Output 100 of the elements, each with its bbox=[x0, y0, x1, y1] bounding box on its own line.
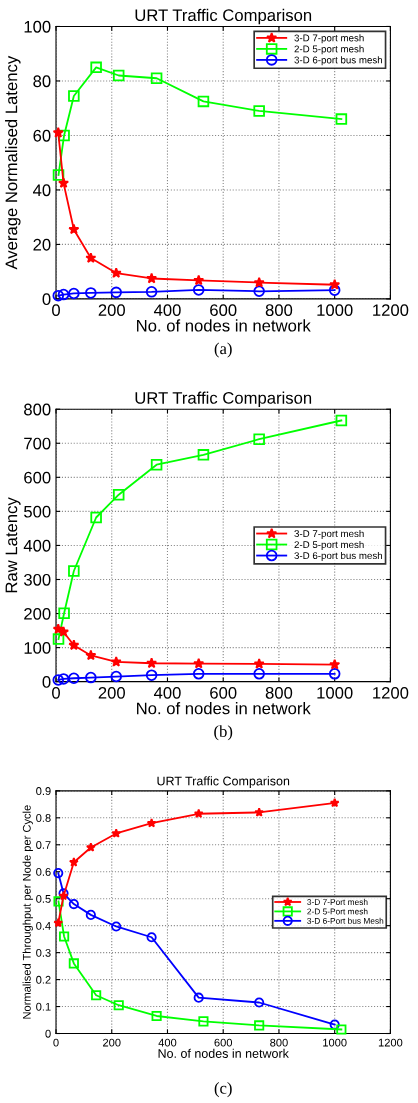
point bbox=[253, 433, 265, 445]
point bbox=[329, 1019, 340, 1030]
x-axis-title: No. of nodes in network bbox=[137, 319, 311, 332]
point bbox=[150, 72, 163, 85]
point bbox=[336, 1024, 347, 1035]
point bbox=[68, 672, 80, 685]
y-tick-label: 400 bbox=[23, 539, 51, 552]
y-tick-label: 0 bbox=[42, 293, 51, 306]
y-tick-label: 0.9 bbox=[36, 787, 51, 795]
point bbox=[85, 252, 97, 263]
x-tick-label: 400 bbox=[153, 686, 181, 699]
point bbox=[90, 61, 102, 74]
point bbox=[85, 671, 97, 684]
point bbox=[91, 990, 102, 1001]
chart-title: URT Traffic Comparison bbox=[135, 8, 312, 25]
point bbox=[58, 177, 70, 188]
point bbox=[112, 69, 125, 82]
y-axis-title: Raw Latency bbox=[5, 497, 21, 593]
x-tick-label: 1000 bbox=[323, 1038, 347, 1047]
point bbox=[85, 842, 96, 852]
point bbox=[53, 917, 64, 928]
point bbox=[52, 633, 65, 645]
point bbox=[85, 649, 97, 661]
point bbox=[53, 868, 64, 879]
text: (a) bbox=[214, 342, 232, 358]
y-tick-label: 80 bbox=[33, 75, 51, 88]
point bbox=[329, 658, 341, 670]
y-tick-label: 0.1 bbox=[36, 1002, 51, 1011]
legend-label: 2-D 5-port mesh bbox=[294, 45, 364, 55]
y-tick-label: 0.7 bbox=[36, 841, 51, 849]
x-axis-title: No. of nodes in network bbox=[158, 1048, 289, 1058]
point bbox=[52, 289, 65, 302]
point bbox=[329, 797, 340, 808]
y-tick-label: 700 bbox=[24, 437, 51, 450]
x-tick-label: 1200 bbox=[373, 304, 409, 317]
point bbox=[253, 276, 265, 288]
point bbox=[145, 669, 158, 681]
x-tick-label: 1200 bbox=[373, 686, 409, 699]
legend-label: 3-D 6-Port bus Mesh bbox=[307, 917, 384, 924]
point bbox=[110, 267, 122, 278]
point bbox=[329, 278, 341, 290]
x-tick-label: 0 bbox=[53, 1038, 59, 1047]
point bbox=[145, 286, 158, 298]
point bbox=[253, 105, 265, 117]
point bbox=[335, 113, 348, 125]
x-tick-label: 800 bbox=[265, 686, 293, 699]
x-tick-label: 600 bbox=[210, 686, 237, 699]
point bbox=[59, 931, 70, 942]
point bbox=[52, 126, 64, 138]
point bbox=[193, 992, 204, 1003]
point bbox=[85, 287, 97, 299]
x-tick-label: 200 bbox=[103, 1038, 121, 1047]
y-tick-label: 600 bbox=[24, 471, 51, 484]
point bbox=[192, 284, 205, 296]
x-tick-label: 0 bbox=[52, 304, 60, 317]
point bbox=[110, 286, 122, 299]
y-tick-label: 40 bbox=[33, 184, 51, 197]
y-tick-label: 800 bbox=[24, 403, 51, 416]
y-tick-label: 200 bbox=[24, 607, 51, 620]
point bbox=[192, 668, 205, 680]
point bbox=[328, 668, 341, 680]
x-tick-label: 1200 bbox=[378, 1038, 403, 1047]
x-tick-label: 600 bbox=[210, 304, 237, 317]
point bbox=[111, 828, 122, 838]
point bbox=[57, 288, 70, 301]
point bbox=[254, 807, 265, 817]
x-tick-label: 200 bbox=[98, 686, 125, 699]
legend-label: 3-D 7-port mesh bbox=[294, 34, 364, 44]
legend-label: 2-D 5-Port mesh bbox=[307, 908, 368, 915]
legend-label: 2-D 5-port mesh bbox=[294, 540, 364, 550]
text: (c) bbox=[214, 1082, 232, 1098]
point bbox=[198, 1016, 209, 1027]
y-tick-label: 0.6 bbox=[36, 868, 51, 876]
point bbox=[57, 673, 70, 685]
point bbox=[253, 285, 265, 298]
legend-label: 3-D 7-port mesh bbox=[294, 529, 364, 539]
x-tick-label: 400 bbox=[153, 304, 181, 317]
point bbox=[68, 90, 80, 102]
legend-label: 3-D 6-port bus mesh bbox=[294, 56, 383, 66]
x-tick-label: 1000 bbox=[317, 686, 353, 699]
point bbox=[52, 169, 65, 181]
point bbox=[253, 668, 265, 680]
y-tick-label: 500 bbox=[24, 505, 51, 518]
y-tick-label: 100 bbox=[24, 642, 51, 654]
point bbox=[52, 674, 65, 686]
x-tick-label: 0 bbox=[52, 686, 60, 699]
x-tick-label: 800 bbox=[265, 304, 293, 317]
point bbox=[68, 857, 79, 867]
point bbox=[53, 896, 64, 907]
y-tick-label: 0.5 bbox=[36, 894, 51, 903]
point bbox=[146, 818, 157, 828]
y-tick-label: 300 bbox=[23, 573, 51, 586]
point bbox=[193, 274, 205, 286]
point bbox=[113, 1000, 124, 1011]
point bbox=[111, 921, 122, 932]
y-tick-label: 0 bbox=[42, 676, 51, 688]
y-tick-label: 0.8 bbox=[36, 814, 51, 822]
point bbox=[328, 284, 341, 296]
y-axis-title: Normalised Throughput per Node per Cycle bbox=[22, 805, 33, 1019]
point bbox=[85, 909, 96, 920]
